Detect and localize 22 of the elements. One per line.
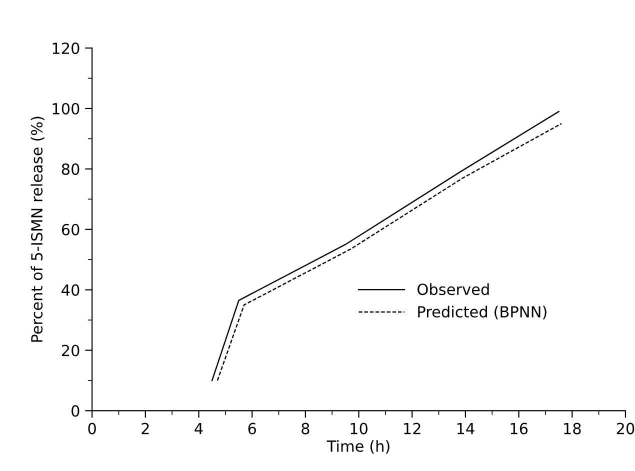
y-tick-label: 80 <box>62 163 80 175</box>
y-tick-label: 60 <box>62 224 80 236</box>
x-tick-label: 14 <box>457 422 474 434</box>
x-tick-label: 4 <box>194 422 203 434</box>
legend-label: Observed <box>418 283 489 296</box>
y-tick-label: 100 <box>52 102 80 115</box>
y-tick-label: 20 <box>62 344 80 356</box>
x-tick-label: 16 <box>510 422 528 434</box>
y-axis-title: Percent of 5-ISMN release (%) <box>30 116 44 342</box>
x-tick-label: 18 <box>564 422 581 434</box>
y-tick-label: 120 <box>52 42 80 54</box>
y-tick-label: 40 <box>62 284 80 296</box>
x-tick-label: 20 <box>616 422 634 434</box>
x-tick-label: 2 <box>142 422 149 434</box>
x-tick-label: 10 <box>350 422 368 434</box>
x-tick-label: 8 <box>302 422 310 434</box>
y-tick-label: 0 <box>72 405 80 417</box>
x-axis-title: Time (h) <box>326 440 390 454</box>
x-tick-label: 12 <box>404 422 420 434</box>
legend-label: Predicted (BPNN) <box>418 306 546 320</box>
x-tick-label: 0 <box>88 422 96 434</box>
x-tick-label: 6 <box>248 422 256 434</box>
